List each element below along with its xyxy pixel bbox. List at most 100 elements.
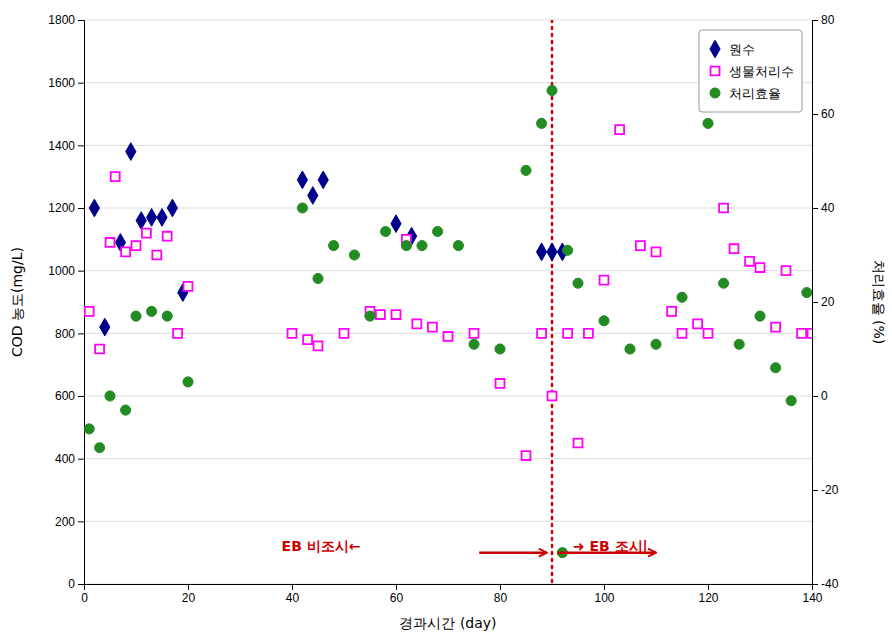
- point: [85, 307, 94, 316]
- axis-line: [813, 21, 819, 585]
- tick: 1800: [48, 13, 84, 27]
- point: [537, 329, 546, 338]
- point: [365, 311, 375, 321]
- point: [547, 243, 557, 261]
- tick-mark: [292, 584, 293, 590]
- point: [703, 118, 713, 128]
- tick-label: -40: [821, 577, 839, 591]
- point: [444, 332, 453, 341]
- tick-mark: [78, 459, 84, 460]
- tick: 1600: [48, 76, 84, 90]
- point: [105, 391, 115, 401]
- tick-mark: [812, 20, 818, 21]
- point: [152, 251, 161, 260]
- y-axis: 020040060080010001200140016001800: [48, 13, 84, 591]
- tick: 400: [55, 452, 84, 466]
- tick-label: 0: [81, 591, 88, 605]
- point: [677, 292, 687, 302]
- tick-mark: [78, 83, 84, 84]
- point: [730, 244, 739, 253]
- point: [392, 310, 401, 319]
- legend-symbol: [710, 40, 720, 58]
- tick: 60: [812, 107, 835, 121]
- point: [522, 451, 531, 460]
- tick: -40: [812, 577, 839, 591]
- point: [308, 187, 318, 205]
- point: [756, 263, 765, 272]
- tick-mark: [708, 584, 709, 590]
- point: [433, 226, 443, 236]
- tick-mark: [812, 584, 818, 585]
- tick-mark: [78, 271, 84, 272]
- tick-mark: [812, 114, 818, 115]
- point: [704, 329, 713, 338]
- point: [470, 329, 479, 338]
- tick-label: 100: [594, 591, 614, 605]
- grid-line: [84, 145, 812, 146]
- tick-label: 40: [821, 201, 835, 215]
- tick: 200: [55, 515, 84, 529]
- point: [625, 344, 635, 354]
- point: [667, 307, 676, 316]
- tick-label: 60: [821, 107, 835, 121]
- annotation: ➜ EB 조시|: [573, 538, 648, 555]
- point: [162, 311, 172, 321]
- point: [678, 329, 687, 338]
- point: [121, 405, 131, 415]
- point: [573, 278, 583, 288]
- tick: 80: [812, 13, 835, 27]
- legend-item: 처리효율: [710, 86, 781, 101]
- tick: 1000: [48, 264, 84, 278]
- grid-line: [84, 521, 812, 522]
- tick: 600: [55, 389, 84, 403]
- tick: 20: [182, 584, 196, 605]
- point: [537, 118, 547, 128]
- tick-label: 20: [821, 295, 835, 309]
- point: [797, 329, 806, 338]
- point: [126, 143, 136, 161]
- point: [808, 329, 812, 338]
- tick-mark: [78, 584, 84, 585]
- grid-line: [84, 208, 812, 209]
- tick-mark: [78, 521, 84, 522]
- point: [376, 310, 385, 319]
- tick: 40: [286, 584, 300, 605]
- divider-line: [551, 20, 554, 584]
- point: [391, 215, 401, 233]
- tick-label: 0: [821, 389, 828, 403]
- point: [417, 241, 427, 251]
- point: [599, 316, 609, 326]
- tick: 1200: [48, 201, 84, 215]
- point: [600, 276, 609, 285]
- point: [106, 238, 115, 247]
- point: [184, 282, 193, 291]
- point: [297, 203, 307, 213]
- legend-label: 생물처리수: [729, 64, 794, 79]
- point: [313, 273, 323, 283]
- tick: 0: [68, 577, 84, 591]
- tick: 60: [390, 584, 404, 605]
- point: [563, 245, 573, 255]
- legend-label: 처리효율: [729, 86, 781, 101]
- tick-mark: [500, 584, 501, 590]
- tick-label: 1200: [48, 201, 75, 215]
- y2-axis: -40-20020406080: [812, 13, 839, 591]
- point: [755, 311, 765, 321]
- point: [121, 247, 130, 256]
- y2-axis-title: 처리효율 (%): [871, 260, 887, 345]
- legend: 원수생물처리수처리효율: [699, 30, 802, 112]
- tick: 100: [594, 584, 614, 605]
- tick-label: 80: [494, 591, 508, 605]
- tick-label: 400: [55, 452, 75, 466]
- tick-mark: [78, 20, 84, 21]
- tick-mark: [188, 584, 189, 590]
- point: [652, 247, 661, 256]
- tick: 800: [55, 327, 84, 341]
- grid-line: [84, 458, 812, 459]
- point: [428, 323, 437, 332]
- tick-mark: [396, 584, 397, 590]
- point: [303, 335, 312, 344]
- chart: 0204060801001201400200400600800100012001…: [0, 0, 892, 642]
- tick-mark: [78, 145, 84, 146]
- tick-label: 1600: [48, 76, 75, 90]
